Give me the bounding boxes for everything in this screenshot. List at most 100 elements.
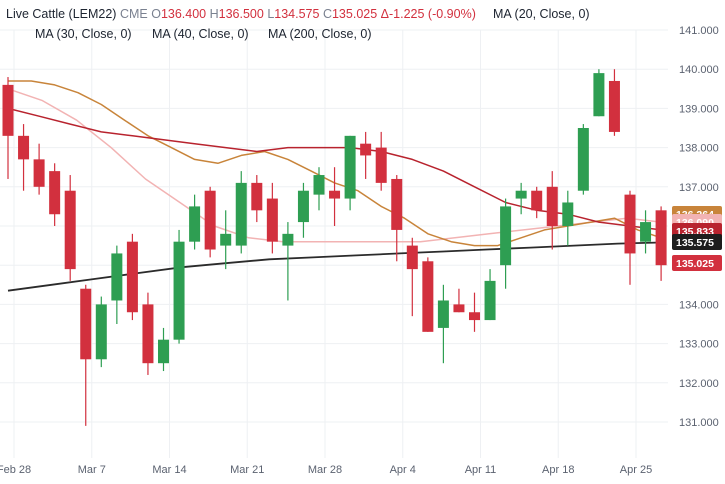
- candle: [64, 175, 76, 281]
- candle: [562, 190, 574, 246]
- chart-legend-ohlc: Live Cattle (LEM22) CME O136.400 H136.50…: [6, 7, 476, 21]
- x-tick-label: Mar 28: [308, 464, 342, 476]
- x-tick-label: Mar 21: [230, 464, 264, 476]
- y-tick-label: 134.000: [679, 299, 719, 311]
- candle-body: [469, 312, 480, 321]
- y-tick-label: 132.000: [679, 378, 719, 390]
- candle: [297, 182, 309, 238]
- candle-body: [640, 222, 652, 242]
- candle: [344, 135, 356, 211]
- candle-body: [173, 241, 185, 340]
- candle-body: [344, 135, 356, 199]
- candle: [453, 288, 465, 313]
- candle: [469, 292, 480, 332]
- candle: [49, 163, 61, 226]
- open-label: O: [151, 7, 161, 21]
- candle-body: [655, 210, 667, 266]
- candle-body: [484, 280, 496, 321]
- ma200-line: [7, 241, 662, 292]
- candle: [282, 222, 294, 301]
- x-tick-label: Apr 4: [390, 464, 416, 476]
- y-tick-label: 131.000: [679, 417, 719, 429]
- candle-body: [297, 190, 309, 223]
- candle: [2, 77, 14, 179]
- candle: [437, 284, 449, 364]
- candle: [484, 269, 496, 321]
- close-value: 135.025: [331, 7, 378, 21]
- candle: [313, 167, 325, 211]
- x-tick-label: Feb 28: [0, 464, 31, 476]
- candle: [189, 194, 201, 250]
- candle-body: [562, 202, 574, 226]
- y-tick-label: 133.000: [679, 339, 719, 351]
- candle-body: [515, 190, 527, 199]
- legend-ma20[interactable]: MA (20, Close, 0): [493, 7, 590, 21]
- candle: [220, 210, 232, 270]
- tag-label: 135.575: [676, 237, 714, 249]
- candle: [329, 167, 341, 226]
- candle-body: [49, 171, 61, 215]
- candle-body: [577, 128, 589, 191]
- x-tick-label: Mar 14: [152, 464, 186, 476]
- x-tick-label: Apr 11: [465, 464, 497, 476]
- close-label: C: [322, 7, 332, 21]
- candle-body: [437, 300, 449, 328]
- candle: [593, 69, 605, 117]
- tag-label: 135.025: [676, 258, 714, 270]
- candle: [640, 210, 652, 254]
- candle: [608, 69, 620, 136]
- candle-body: [204, 190, 216, 250]
- candle-body: [531, 190, 543, 211]
- candle-body: [2, 84, 14, 136]
- candle-body: [266, 198, 278, 242]
- candle-body: [235, 182, 247, 246]
- x-tick-label: Apr 18: [542, 464, 574, 476]
- candle: [158, 327, 169, 372]
- candle-body: [18, 135, 30, 160]
- candle: [251, 175, 263, 223]
- legend-ma200[interactable]: MA (200, Close, 0): [268, 27, 372, 41]
- candle-body: [111, 253, 123, 301]
- candle-body: [282, 233, 294, 246]
- candle: [577, 124, 589, 195]
- candle-body: [608, 80, 620, 132]
- y-tick-label: 137.000: [679, 182, 719, 194]
- candle-body: [624, 194, 636, 254]
- y-tick-label: 138.000: [679, 143, 719, 155]
- legend-ma30[interactable]: MA (30, Close, 0): [35, 27, 132, 41]
- candle-body: [453, 304, 465, 313]
- candle: [142, 292, 154, 375]
- low-value: 134.575: [274, 7, 320, 21]
- open-value: 136.400: [160, 7, 207, 21]
- candle: [500, 198, 512, 289]
- legend-ma40[interactable]: MA (40, Close, 0): [152, 27, 249, 41]
- candle-body: [406, 245, 418, 270]
- candle: [266, 182, 278, 254]
- candle: [33, 143, 45, 195]
- candle: [531, 186, 543, 219]
- candle: [173, 229, 185, 344]
- x-tick-label: Apr 25: [620, 464, 652, 476]
- candle-body: [329, 190, 341, 199]
- y-tick-label: 141.000: [679, 25, 719, 37]
- candle-body: [375, 147, 387, 183]
- last-value-tag: 135.575: [672, 234, 722, 250]
- change-value: Δ-1.225 (-0.90%): [380, 7, 476, 21]
- candle: [515, 182, 527, 215]
- candles[interactable]: [2, 69, 667, 426]
- candle-body: [142, 304, 154, 364]
- candle: [406, 237, 418, 317]
- candle: [204, 186, 216, 258]
- candle-body: [391, 178, 403, 230]
- candle: [95, 296, 107, 368]
- candle-body: [126, 241, 138, 313]
- candle: [80, 284, 92, 426]
- candle-body: [500, 206, 512, 266]
- symbol-name: Live Cattle (LEM22): [6, 7, 117, 21]
- candle-body: [33, 159, 45, 187]
- candle-body: [546, 186, 558, 226]
- candle-body: [313, 175, 325, 195]
- candle-body: [64, 190, 76, 270]
